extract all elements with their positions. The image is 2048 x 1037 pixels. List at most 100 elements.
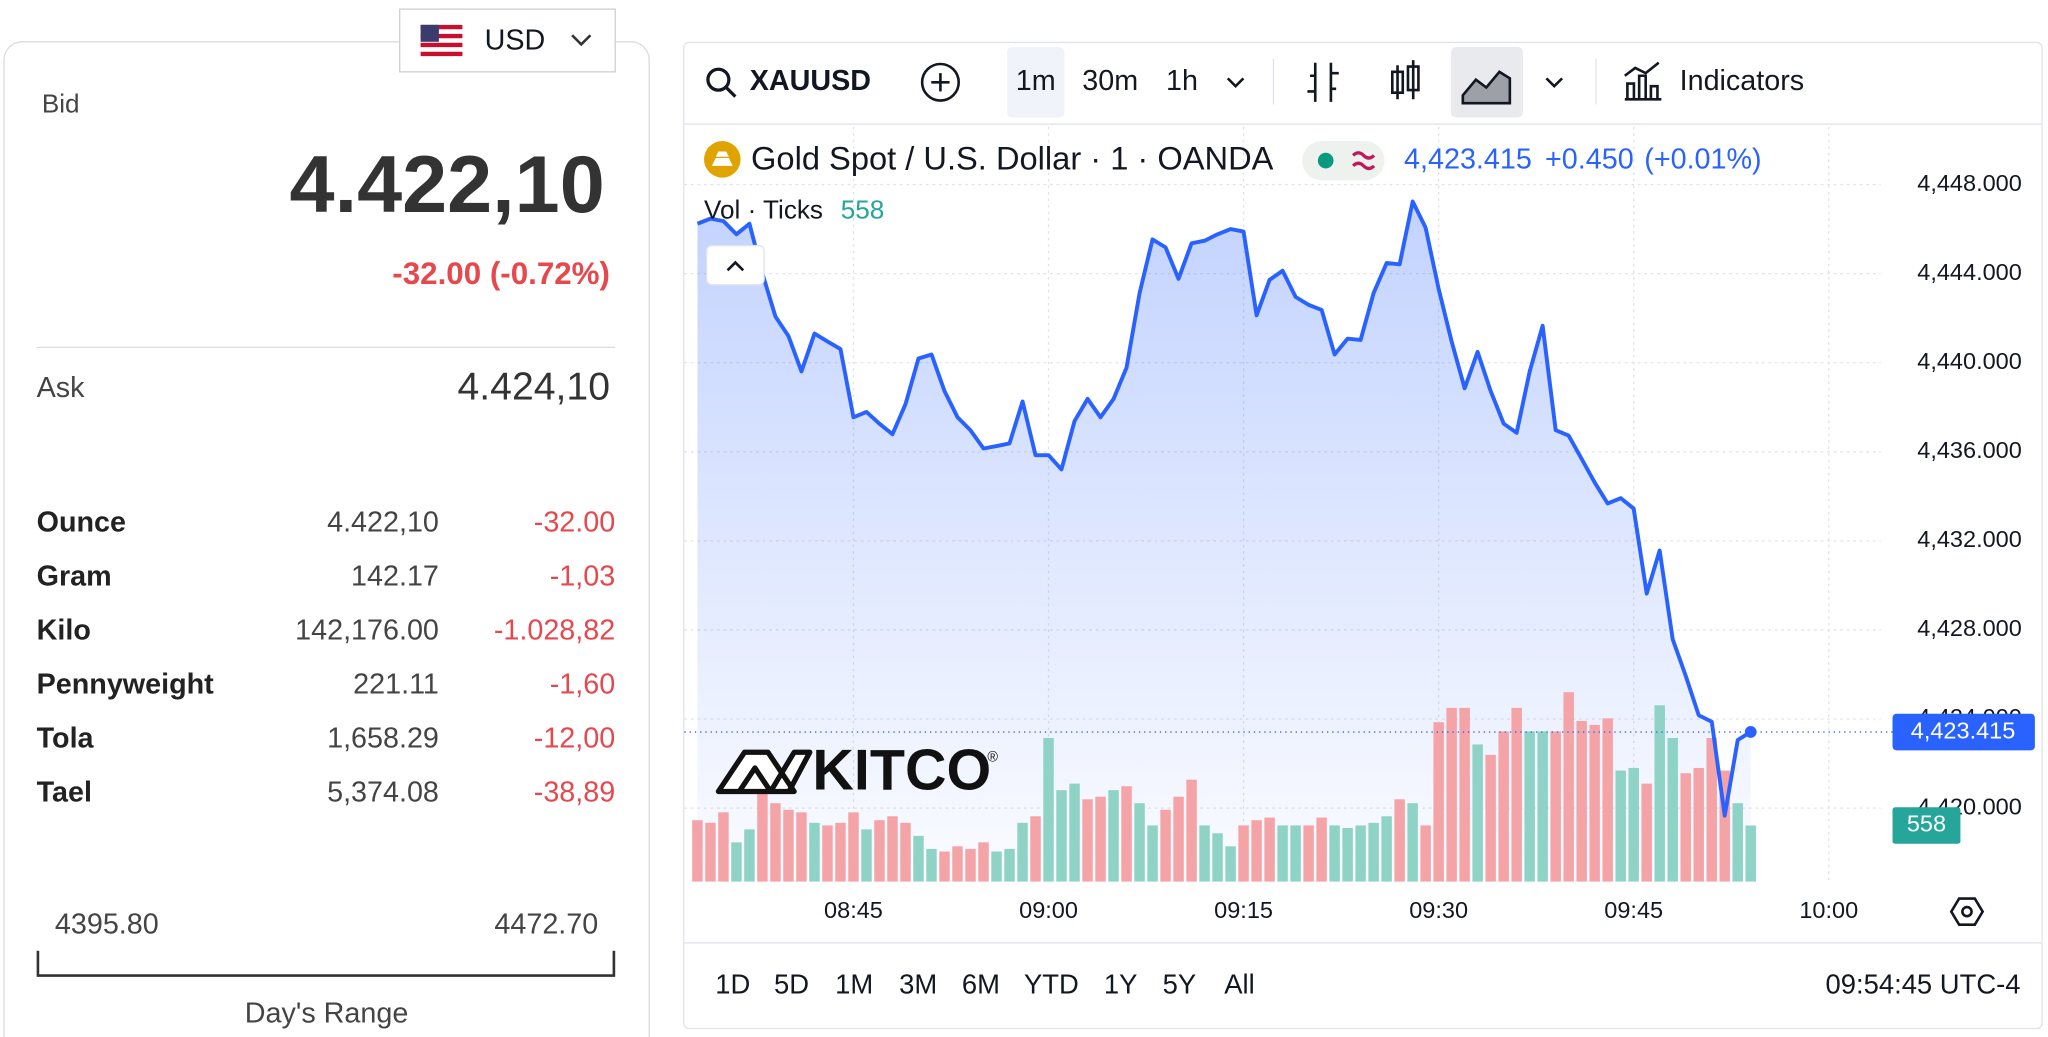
status-badge [1302, 141, 1385, 181]
volume-bar [1537, 731, 1548, 882]
volume-bar [1511, 707, 1522, 882]
volume-bar [1342, 828, 1353, 882]
y-tick-label: 4,448.000 [1917, 170, 2022, 196]
bars-icon[interactable] [1307, 62, 1339, 102]
volume-bar [1524, 731, 1535, 882]
volume-bar [1420, 825, 1431, 882]
indicators-label[interactable]: Indicators [1680, 65, 1805, 97]
volume-bar [1485, 754, 1496, 882]
range-button[interactable]: 3M [899, 968, 937, 999]
legend-quote: 4,423.415 +0.450 (+0.01%) [1404, 143, 1762, 175]
volume-bar [1290, 825, 1301, 882]
volume-bar [1212, 833, 1223, 882]
volume-bar [783, 809, 794, 882]
interval-button[interactable]: 1h [1166, 65, 1198, 97]
volume-bar [1563, 692, 1574, 882]
last-price-tag [1892, 713, 2035, 751]
volume-bar [692, 820, 703, 882]
volume-bar [1654, 705, 1665, 882]
interval-button[interactable]: 1m [1016, 65, 1056, 97]
volume-bar [1719, 770, 1730, 882]
flag-canton [420, 24, 439, 42]
range-label: Day's Range [245, 997, 409, 1029]
volume-bar [848, 812, 859, 882]
volume-bar [1017, 822, 1028, 882]
y-tick-label: 4,436.000 [1917, 437, 2022, 463]
volume-bar [1199, 825, 1210, 882]
area [697, 201, 1751, 882]
plus-icon [931, 73, 950, 92]
settings-hexagon [1949, 897, 1985, 926]
volume-bar [757, 794, 768, 882]
volume-bar [1381, 816, 1392, 882]
x-tick-label: 09:30 [1409, 897, 1468, 923]
volume-bar [1706, 737, 1717, 882]
indicators-button[interactable]: Indicators [1623, 61, 1805, 101]
area-icon[interactable] [1461, 70, 1512, 105]
unit-change: -12,00 [534, 723, 615, 755]
collapse-icon [726, 260, 745, 272]
unit-change: -1,03 [550, 560, 615, 592]
volume-bar [835, 822, 846, 882]
volume-bar [718, 812, 729, 882]
range-button[interactable]: 1Y [1104, 968, 1138, 999]
volume-bar [1134, 803, 1145, 882]
interval-button[interactable]: 30m [1082, 65, 1138, 97]
volume-bar [900, 822, 911, 882]
volume-bar [1264, 817, 1275, 882]
settings-icon[interactable] [1949, 897, 1985, 926]
symbol-search[interactable]: XAUUSD [706, 65, 871, 98]
interval-menu[interactable] [1226, 77, 1245, 89]
currency-code[interactable]: USD [485, 24, 546, 56]
active-style-bg [1451, 47, 1523, 118]
range-button[interactable]: 5D [774, 968, 809, 999]
range-button[interactable]: 1M [835, 968, 873, 999]
unit-change: -38,89 [534, 777, 615, 809]
range-button[interactable]: 1D [715, 968, 750, 999]
settings-center [1961, 905, 1973, 918]
range-button[interactable]: All [1224, 968, 1254, 999]
volume-bar [1472, 744, 1483, 882]
compare-button[interactable] [920, 62, 961, 102]
volume-bar [1680, 773, 1691, 882]
symbol[interactable]: XAUUSD [750, 65, 871, 97]
unit-name: Pennyweight [37, 669, 215, 701]
x-tick-label: 08:45 [824, 897, 883, 923]
volume-legend: Vol · Ticks 558 [704, 194, 884, 224]
volume-bar [1303, 825, 1314, 882]
chevron [571, 34, 592, 47]
market-open-dot [1317, 152, 1334, 169]
collapse-button[interactable] [705, 244, 765, 286]
intervals: 1m 30m 1h [1016, 65, 1198, 97]
volume-bar [952, 846, 963, 882]
y-tick-label: 4,432.000 [1917, 526, 2022, 552]
range-button[interactable]: 5Y [1163, 968, 1197, 999]
x-tick-label: 09:15 [1214, 897, 1273, 923]
volume-bar [1095, 796, 1106, 882]
volume-last: 558 [841, 194, 885, 224]
bid-change: -32.00 (-0.72%) [392, 256, 610, 291]
volume-bar [913, 835, 924, 882]
range-bracket [36, 950, 616, 977]
volume-bar [1433, 722, 1444, 882]
indicators-icon [1623, 61, 1662, 101]
volume-bar [939, 851, 950, 882]
candles-icon[interactable] [1390, 60, 1420, 100]
range-button[interactable]: YTD [1024, 968, 1079, 999]
x-tick-label: 09:45 [1604, 897, 1663, 923]
x-tick-label: 10:00 [1799, 897, 1858, 923]
style-menu[interactable] [1545, 77, 1564, 89]
volume-bar [1693, 767, 1704, 882]
volume-bar [1147, 825, 1158, 882]
price-line [696, 199, 1752, 818]
currency-dropdown[interactable]: USD [399, 8, 616, 73]
x-tick-label: 09:00 [1019, 897, 1078, 923]
volume-bar [1160, 809, 1171, 882]
unit-price: 221.11 [353, 669, 439, 701]
volume-bar [1238, 825, 1249, 882]
range-button[interactable]: 6M [962, 968, 1000, 999]
unit-name: Ounce [37, 506, 126, 538]
volume-bar [1498, 731, 1509, 882]
legend-price: 4,423.415 [1404, 143, 1532, 175]
